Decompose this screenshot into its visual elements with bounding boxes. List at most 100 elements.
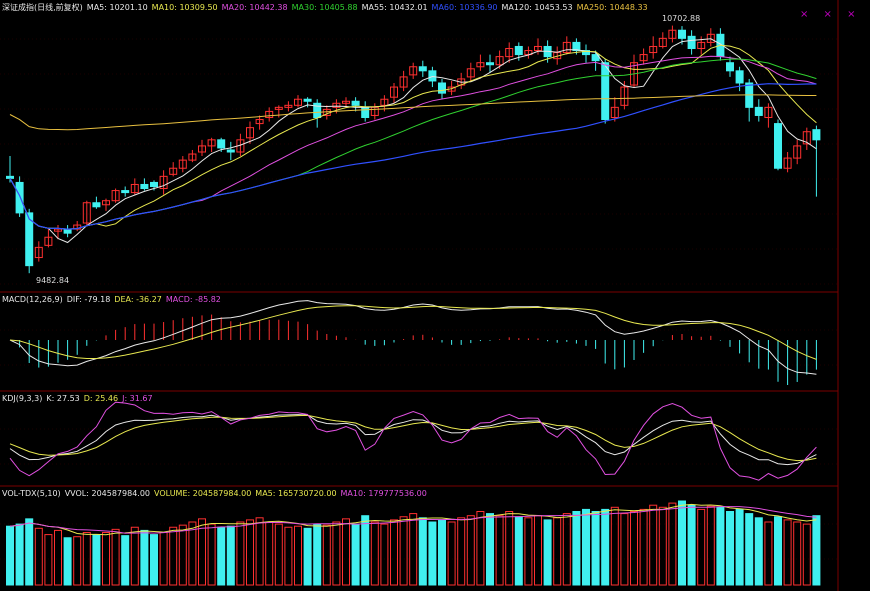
volume-bar [322, 524, 331, 586]
candle-body [697, 41, 706, 50]
volume-bar [601, 508, 610, 586]
kdj-legend-item: J: 31.67 [122, 394, 153, 403]
volume-bar [82, 532, 91, 586]
volume-bar [486, 513, 494, 586]
main-legend-item: MA20: 10442.38 [221, 3, 288, 12]
volume-bar [428, 521, 437, 586]
volume-bar [159, 532, 168, 586]
candle-body [150, 181, 158, 188]
main-legend-item: 深证成指(日线,前复权) [2, 3, 83, 12]
volume-bar [6, 525, 14, 586]
candle-body [15, 181, 24, 214]
j-line [9, 401, 817, 481]
volume-bar [534, 515, 542, 586]
dea-line [9, 305, 817, 360]
volume-bar [706, 505, 715, 586]
volume-bar [793, 521, 802, 586]
candle-body [639, 54, 648, 62]
candle-body [668, 29, 677, 39]
volume-bar [111, 528, 120, 586]
vol-legend: VOL-TDX(5,10) VVOL: 204587984.00 VOLUME: 2… [2, 488, 802, 499]
volume-bar [630, 511, 638, 586]
ma60-line [9, 83, 817, 230]
main-legend-item: MA10: 10309.50 [151, 3, 218, 12]
candle-body [793, 145, 802, 159]
volume-bar [716, 506, 725, 586]
low-price-label: 9482.84 [36, 276, 70, 285]
volume-bar [226, 525, 235, 586]
candle-body [44, 236, 53, 246]
volume-bar [668, 502, 677, 586]
candle-body [361, 106, 370, 119]
window-controls-icon[interactable]: × × × [800, 9, 862, 20]
candlestick-series [6, 25, 821, 274]
candle-body [735, 70, 744, 84]
volume-bar [284, 526, 293, 586]
volume-bar [399, 516, 408, 586]
main-legend-item: MA55: 10432.01 [361, 3, 428, 12]
candle-body [246, 127, 254, 139]
ma5-line [9, 38, 817, 244]
candle-body [313, 102, 322, 119]
volume-bar [610, 506, 619, 586]
volume-bar [572, 511, 581, 586]
volume-bar [102, 532, 110, 586]
candle-body [303, 98, 312, 102]
volume-bar [553, 517, 562, 586]
candle-body [54, 228, 62, 232]
candle-body [812, 129, 821, 141]
volume-bar [754, 517, 763, 586]
dif-line [9, 300, 817, 375]
volume-bar [457, 517, 466, 586]
volume-bar [418, 517, 427, 586]
volume-bar [380, 523, 389, 586]
candle-body [217, 139, 226, 149]
candle-body [582, 50, 590, 56]
candle-body [466, 68, 475, 78]
volume-bar [54, 529, 62, 586]
volume-bar [658, 506, 667, 586]
candle-body [188, 153, 197, 161]
macd-legend-item: MACD(12,26,9) [2, 295, 63, 304]
candle-body [495, 56, 504, 66]
volume-bar [342, 518, 350, 586]
candle-body [111, 190, 120, 202]
volume-bar [207, 523, 216, 586]
volume-bar [169, 526, 178, 586]
candle-body [802, 131, 811, 145]
candle-body [706, 33, 715, 43]
main-legend-item: MA250: 10448.33 [576, 3, 648, 12]
main-legend: 深证成指(日线,前复权) MA5: 10201.10 MA10: 10309.50 M… [2, 2, 802, 13]
vol-legend-item: VVOL: 204587984.00 [64, 489, 151, 498]
volume-bar [697, 508, 706, 586]
candle-body [342, 100, 350, 104]
volume-bar [25, 518, 34, 586]
candle-body [198, 145, 206, 153]
volume-bar [774, 516, 782, 586]
volume-bar [351, 523, 360, 586]
candle-body [726, 62, 734, 72]
volume-bar [274, 523, 283, 586]
macd-legend-item: MACD: -85.82 [165, 295, 221, 304]
volume-bar [466, 515, 475, 586]
moving-average-lines [9, 38, 817, 244]
vol-ma5-line [9, 503, 817, 536]
candle-body [178, 159, 187, 169]
vol-legend-item: MA5: 165730720.00 [255, 489, 337, 498]
candle-body [255, 119, 264, 125]
macd-legend-item: DIF: -79.18 [66, 295, 111, 304]
ma250-line [9, 94, 817, 131]
candle-body [332, 102, 341, 108]
volume-bar [447, 521, 456, 586]
candle-body [351, 100, 360, 106]
candle-body [380, 98, 389, 106]
k-line [9, 414, 817, 466]
macd-panel [9, 300, 817, 385]
candle-body [438, 82, 446, 94]
volume-bar [44, 534, 53, 586]
volume-bar [783, 519, 792, 586]
candle-body [783, 157, 792, 169]
volume-bar [92, 534, 101, 586]
volume-panel [6, 500, 821, 586]
